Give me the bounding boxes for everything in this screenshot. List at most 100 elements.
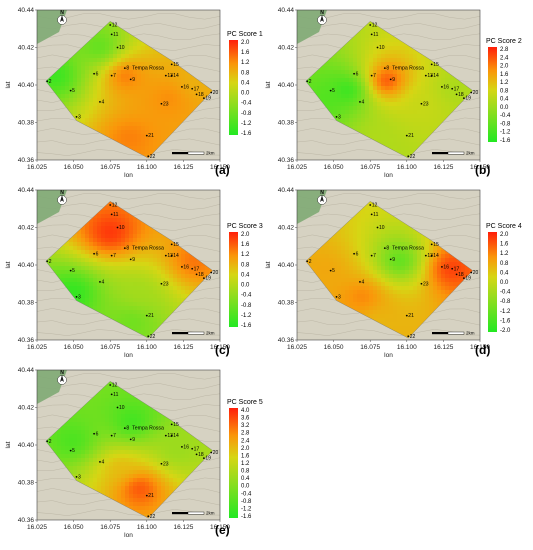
sample-point	[129, 438, 132, 441]
sample-point-label: 17	[194, 446, 200, 452]
north-label: N	[60, 10, 64, 16]
colorbar-tick-label: 1.6	[500, 242, 509, 248]
north-arrow-icon	[320, 15, 324, 22]
colorbar-tick-label: -1.6	[500, 318, 511, 324]
map-panel: 16.025 16.050 16.075 16.100 16.125 16.15040.4…	[265, 7, 522, 179]
sample-point-label: 3	[78, 294, 81, 300]
sample-point	[441, 265, 443, 268]
colorbar-tick-label: 2.0	[500, 64, 509, 70]
sample-point-label: 18	[458, 92, 464, 98]
sample-point-label: 18	[458, 272, 464, 278]
sample-point	[405, 134, 408, 137]
sample-point	[69, 89, 72, 92]
y-tick-label: 40.42	[278, 45, 295, 52]
sample-point-label: 6	[96, 71, 99, 77]
sample-point	[69, 449, 72, 452]
relief-line	[36, 192, 221, 200]
colorbar-tick-label: 0.8	[241, 70, 250, 76]
y-tick-label: 40.44	[18, 187, 35, 194]
x-tick-label: 16.025	[287, 344, 307, 351]
colorbar	[488, 232, 497, 332]
sample-point	[123, 67, 126, 70]
y-axis-label: lat	[5, 81, 12, 88]
colorbar-title: PC Score 1	[227, 31, 263, 38]
sample-point	[99, 460, 101, 463]
map-panel: 16.025 16.050 16.075 16.100 16.125 16.15040.4…	[5, 367, 263, 539]
sample-point-label: 21	[148, 133, 154, 139]
relief-line	[36, 383, 221, 390]
sample-point	[370, 254, 373, 257]
scale-bar	[172, 512, 188, 515]
sample-point	[116, 46, 119, 49]
colorbar-tick-label: 0.0	[241, 91, 250, 97]
sample-point-label: 23	[423, 101, 429, 107]
x-tick-label: 16.025	[27, 344, 47, 351]
colorbar-tick-label: 4.0	[241, 408, 250, 414]
sample-point	[99, 280, 101, 283]
north-arrow-icon	[320, 195, 324, 202]
y-tick-label: 40.44	[18, 7, 35, 14]
sample-point-label: 6	[96, 431, 99, 437]
sample-point	[370, 33, 373, 36]
town-label: Tempa Rossa	[392, 246, 424, 252]
relief-line	[296, 12, 481, 20]
sample-point	[470, 91, 473, 94]
colorbar-tick-label: 1.6	[241, 242, 250, 248]
colorbar-tick-label: 0.4	[241, 80, 250, 86]
colorbar-tick-label: 1.2	[500, 80, 509, 86]
y-tick-label: 40.40	[18, 262, 35, 269]
sample-point-label: 5	[332, 88, 335, 94]
sample-point-label: 20	[473, 270, 479, 276]
colorbar-tick-label: 0.0	[241, 484, 250, 490]
sample-point-label: 16	[183, 444, 189, 450]
sample-point-label: 14	[173, 433, 179, 439]
sample-point-label: 5	[72, 268, 75, 274]
colorbar-tick-label: -0.4	[241, 293, 252, 299]
sample-point-label: 23	[423, 281, 429, 287]
sample-point	[430, 243, 433, 246]
sample-point	[160, 282, 163, 285]
colorbar-tick-label: 2.0	[241, 446, 250, 452]
colorbar-tick-label: 1.6	[500, 72, 509, 78]
colorbar-tick-label: 1.6	[241, 453, 250, 459]
x-tick-label: 16.125	[173, 164, 193, 171]
y-tick-label: 40.42	[18, 45, 35, 52]
relief-line	[36, 372, 221, 380]
x-tick-label: 16.125	[173, 344, 193, 351]
scale-bar	[447, 331, 465, 335]
y-tick-label: 40.36	[18, 337, 35, 344]
sample-point	[424, 254, 427, 257]
sample-point-label: 2	[49, 79, 52, 85]
sample-point	[123, 247, 126, 250]
sample-point	[110, 393, 113, 396]
sample-point-label: 15	[433, 62, 439, 68]
y-tick-label: 40.42	[18, 225, 35, 232]
colorbar-tick-label: -1.2	[500, 130, 511, 136]
north-label: N	[320, 10, 324, 16]
sample-point-label: 8	[386, 66, 389, 72]
sample-point	[389, 258, 392, 261]
colorbar-tick-label: 1.6	[241, 50, 250, 56]
sample-point	[407, 155, 410, 158]
x-tick-label: 16.125	[173, 524, 193, 531]
scale-bar	[187, 331, 205, 335]
y-axis-label: lat	[5, 261, 12, 268]
sample-point-label: 9	[132, 77, 135, 83]
sample-point	[110, 254, 113, 257]
town-label: Tempa Rossa	[132, 246, 164, 252]
sample-point	[451, 267, 454, 270]
sample-point	[109, 384, 112, 386]
sample-point-label: 4	[361, 279, 364, 285]
sample-point	[181, 445, 183, 448]
scale-bar-label: 2km	[466, 151, 475, 156]
sample-point	[191, 267, 194, 270]
x-tick-label: 16.150	[470, 164, 490, 171]
sample-point-label: 11	[373, 212, 378, 218]
sample-point-label: 23	[163, 281, 169, 287]
x-axis-label: lon	[384, 172, 393, 179]
sample-point	[405, 314, 408, 317]
y-tick-label: 40.36	[278, 157, 295, 164]
sample-point	[455, 93, 458, 96]
sample-point-label: 19	[465, 96, 471, 102]
x-tick-label: 16.075	[360, 164, 380, 171]
